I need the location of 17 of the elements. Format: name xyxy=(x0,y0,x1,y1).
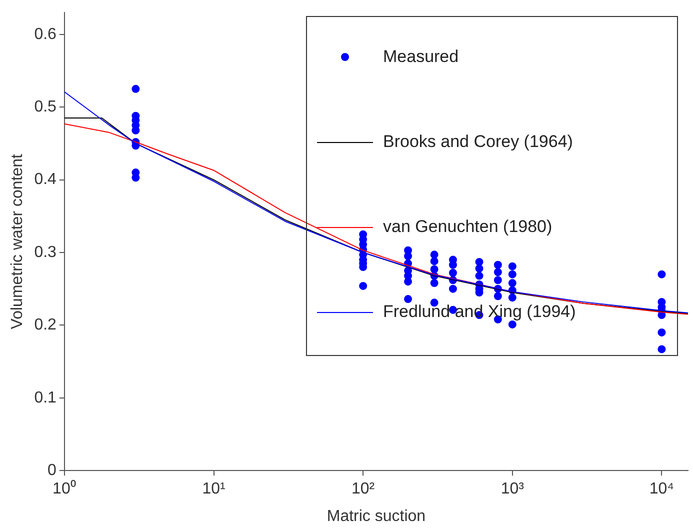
x-tick-label: 10⁰ xyxy=(52,480,76,498)
y-tick-label: 0 xyxy=(48,462,57,480)
x-tick-label: 10⁴ xyxy=(649,480,674,498)
y-tick-label: 0.6 xyxy=(34,26,57,43)
x-axis-title: Matric suction xyxy=(326,508,426,525)
x-tick-label: 10³ xyxy=(500,480,525,498)
y-axis-title: Volumetric water content xyxy=(9,153,26,330)
y-tick-label: 0.2 xyxy=(34,316,57,334)
y-tick-label: 0.1 xyxy=(34,389,57,406)
x-tick-label: 10² xyxy=(352,480,376,498)
y-tick-label: 0.3 xyxy=(34,244,57,261)
y-tick-label: 0.5 xyxy=(34,98,57,116)
legend-label: Brooks and Corey (1964) xyxy=(383,132,573,152)
legend-label: Measured xyxy=(383,47,459,68)
y-tick-label: 0.4 xyxy=(34,171,57,188)
legend-label: van Genuchten (1980) xyxy=(383,217,552,238)
x-tick-label: 10¹ xyxy=(202,480,226,498)
